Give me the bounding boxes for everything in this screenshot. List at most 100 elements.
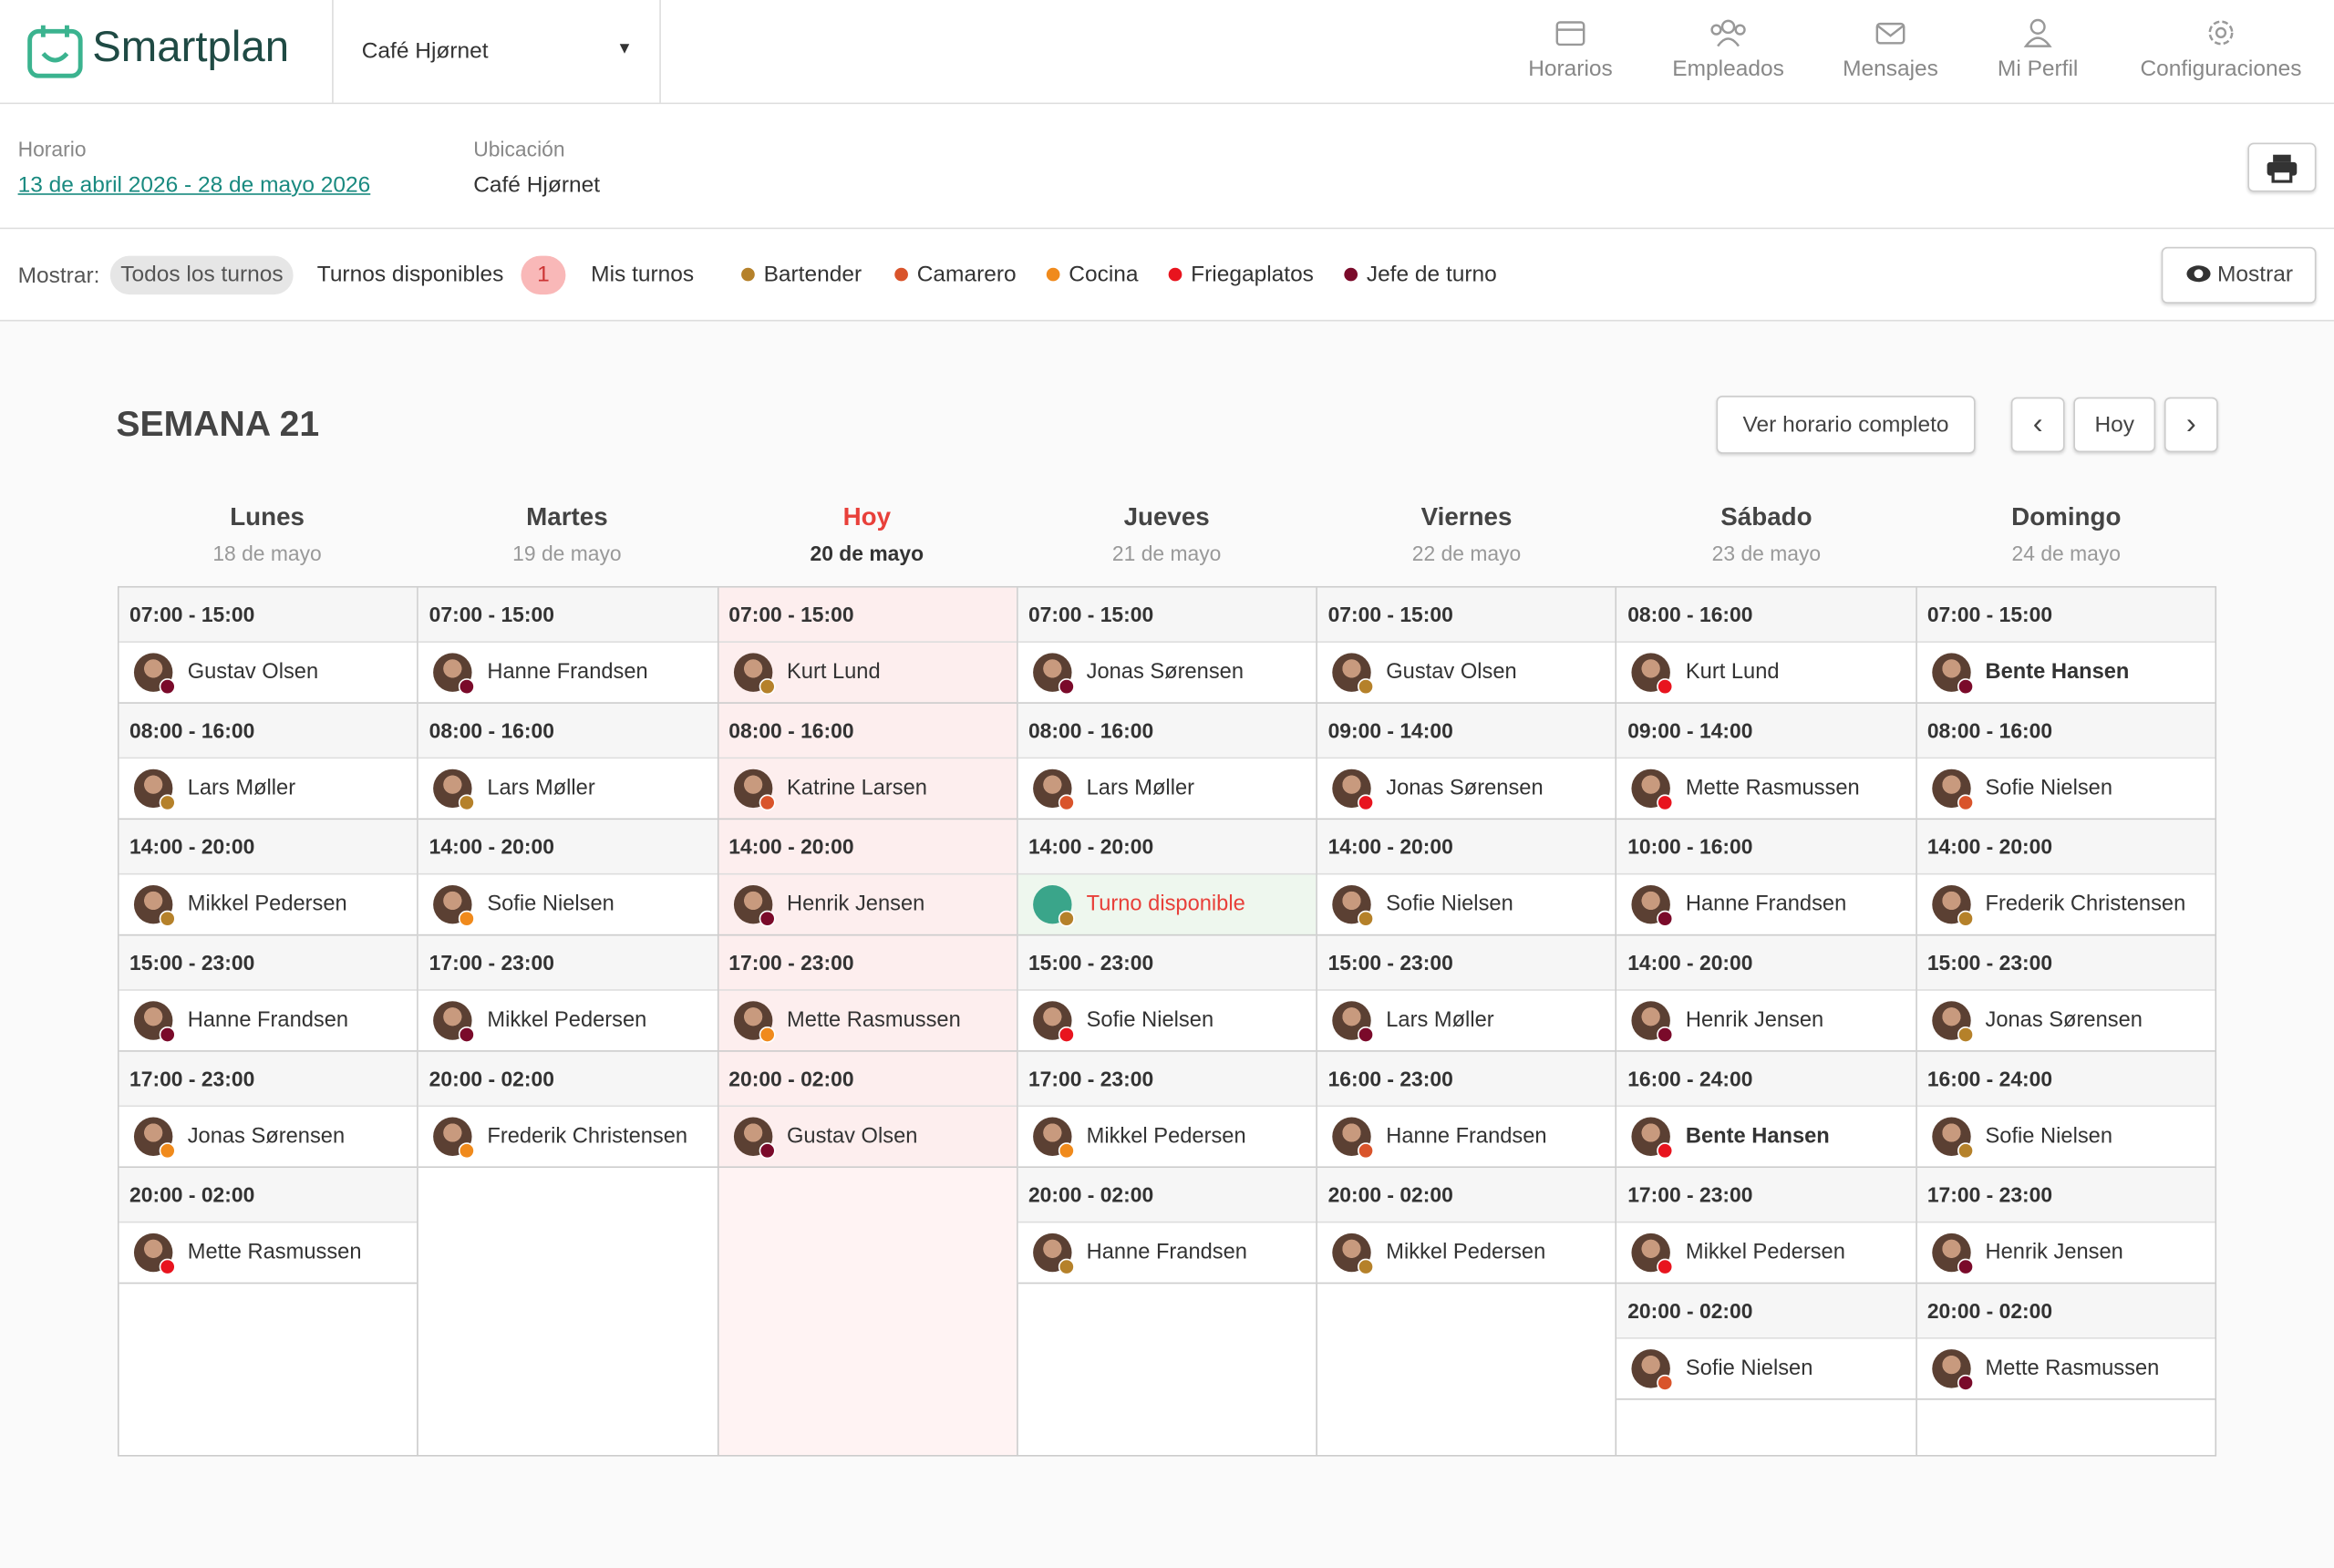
nav-icon [1710,19,1746,47]
shift-employee[interactable]: Hanne Frandsen [119,990,418,1052]
filter-option[interactable]: Turnos disponibles [316,262,504,287]
shift-employee[interactable]: Bente Hansen [1616,1107,1916,1169]
shift-employee[interactable]: Gustav Olsen [718,1107,1017,1169]
shift-employee[interactable]: Sofie Nielsen [1916,1107,2215,1169]
shift-employee[interactable]: Kurt Lund [718,642,1017,704]
shift-time: 08:00 - 16:00 [1017,703,1317,759]
shift-time: 14:00 - 20:00 [718,820,1017,875]
shift-time: 07:00 - 15:00 [1916,587,2215,643]
shift-employee[interactable]: Henrik Jensen [1616,990,1916,1052]
day-name: Domingo [2011,502,2122,531]
location-select-text: Café Hjørnet [361,38,489,65]
shift-employee[interactable]: Sofie Nielsen [1616,1338,1916,1400]
shift-employee[interactable]: Katrine Larsen [718,758,1017,820]
employee-name: Katrine Larsen [786,776,927,800]
nav-item[interactable]: Mi Perfil [1986,18,2090,82]
nav-icon [2208,20,2234,46]
shift-employee[interactable]: Lars Møller [418,758,718,820]
shift-employee[interactable]: Jonas Sørensen [1017,642,1317,704]
shift-employee[interactable]: Jonas Sørensen [119,1107,418,1169]
show-button[interactable]: Mostrar [2161,246,2317,304]
shift-employee[interactable]: Gustav Olsen [119,642,418,704]
day-column: 07:00 - 15:00 Gustav Olsen 09:00 - 14:00 Jo… [1316,587,1616,1455]
employee-name: Jonas Sørensen [1086,660,1244,685]
shift-time: 10:00 - 16:00 [1616,820,1916,875]
shift-employee[interactable]: Hanne Frandsen [1017,1222,1317,1284]
shift-employee[interactable]: Hanne Frandsen [418,642,718,704]
shift-time: 16:00 - 24:00 [1616,1051,1916,1108]
shift-employee[interactable]: Frederik Christensen [418,1107,718,1169]
shift-employee[interactable]: Henrik Jensen [718,874,1017,936]
employee-name: Sofie Nielsen [487,892,614,917]
role-legend-item: Camarero [894,263,1017,285]
shift-time: 09:00 - 14:00 [1317,703,1616,759]
full-schedule-button[interactable]: Ver horario completo [1716,396,1976,454]
shift-employee[interactable]: Sofie Nielsen [1916,758,2215,820]
shift-employee[interactable]: Turno disponible [1017,874,1317,936]
employee-name: Henrik Jensen [1985,1241,2123,1265]
role-dot [1957,678,1974,696]
role-dot [159,1142,176,1160]
shift-employee[interactable]: Mikkel Pedersen [1616,1222,1916,1284]
day-name: Viernes [1420,502,1513,531]
shift-employee[interactable]: Mikkel Pedersen [1317,1222,1616,1284]
shift-employee[interactable]: Henrik Jensen [1916,1222,2215,1284]
shift-employee[interactable]: Sofie Nielsen [1017,990,1317,1052]
day-name: Martes [526,502,608,531]
day-header: Hoy 20 de mayo [718,503,1017,566]
role-dot [1058,1142,1075,1160]
shift-employee[interactable]: Mikkel Pedersen [119,874,418,936]
role-dot [159,910,176,927]
role-dot [1358,1258,1375,1275]
next-week-button[interactable]: › [2164,397,2218,453]
role-dot [459,794,476,811]
employee-name: Mikkel Pedersen [487,1008,647,1033]
print-button[interactable] [2247,142,2317,192]
role-name: Jefe de turno [1366,262,1497,287]
role-dot [758,1026,775,1043]
shift-employee[interactable]: Gustav Olsen [1317,642,1616,704]
shift-employee[interactable]: Jonas Sørensen [1916,990,2215,1052]
shift-employee[interactable]: Lars Møller [119,758,418,820]
shift-time: 20:00 - 02:00 [119,1168,418,1223]
filter-option[interactable]: Mis turnos [591,262,695,287]
filter-option[interactable]: Todos los turnos [109,255,294,295]
prev-week-button[interactable]: ‹ [2010,397,2065,453]
day-column: 07:00 - 15:00 Kurt Lund 08:00 - 16:00 Katri… [717,587,1017,1455]
shift-employee[interactable]: Bente Hansen [1916,642,2215,704]
role-dot [1957,910,1974,927]
shift-employee[interactable]: Hanne Frandsen [1317,1107,1616,1169]
nav-icon [1555,21,1585,46]
shift-employee[interactable]: Kurt Lund [1616,642,1916,704]
shift-employee[interactable]: Mette Rasmussen [119,1222,418,1284]
day-date: 19 de mayo [512,542,622,566]
nav-item[interactable]: Empleados [1664,18,1792,82]
shift-employee[interactable]: Lars Møller [1017,758,1317,820]
schedule-range-link[interactable]: 13 de abril 2026 - 28 de mayo 2026 [17,172,371,199]
nav-icon [2023,18,2052,47]
employee-name: Hanne Frandsen [487,660,648,685]
filter-label: Mostrar: [17,263,100,289]
shift-employee[interactable]: Sofie Nielsen [1317,874,1616,936]
shift-employee[interactable]: Sofie Nielsen [418,874,718,936]
shift-employee[interactable]: Hanne Frandsen [1616,874,1916,936]
shift-employee[interactable]: Jonas Sørensen [1317,758,1616,820]
shift-employee[interactable]: Mikkel Pedersen [1017,1107,1317,1169]
nav-item[interactable]: Configuraciones [2129,18,2313,82]
nav-item[interactable]: Horarios [1518,18,1622,82]
shift-employee[interactable]: Mikkel Pedersen [418,990,718,1052]
shift-time: 17:00 - 23:00 [718,935,1017,991]
print-icon [2267,154,2298,183]
role-dot [1657,678,1674,696]
shift-time: 15:00 - 23:00 [1916,935,2215,991]
shift-employee[interactable]: Mette Rasmussen [1916,1338,2215,1400]
shift-employee[interactable]: Mette Rasmussen [1616,758,1916,820]
today-button[interactable]: Hoy [2073,397,2156,453]
employee-name: Kurt Lund [786,660,881,685]
location-select[interactable]: Café Hjørnet ▼ [332,0,661,103]
shift-employee[interactable]: Lars Møller [1317,990,1616,1052]
shift-employee[interactable]: Frederik Christensen [1916,874,2215,936]
shift-employee[interactable]: Mette Rasmussen [718,990,1017,1052]
nav-item[interactable]: Mensajes [1833,18,1947,82]
